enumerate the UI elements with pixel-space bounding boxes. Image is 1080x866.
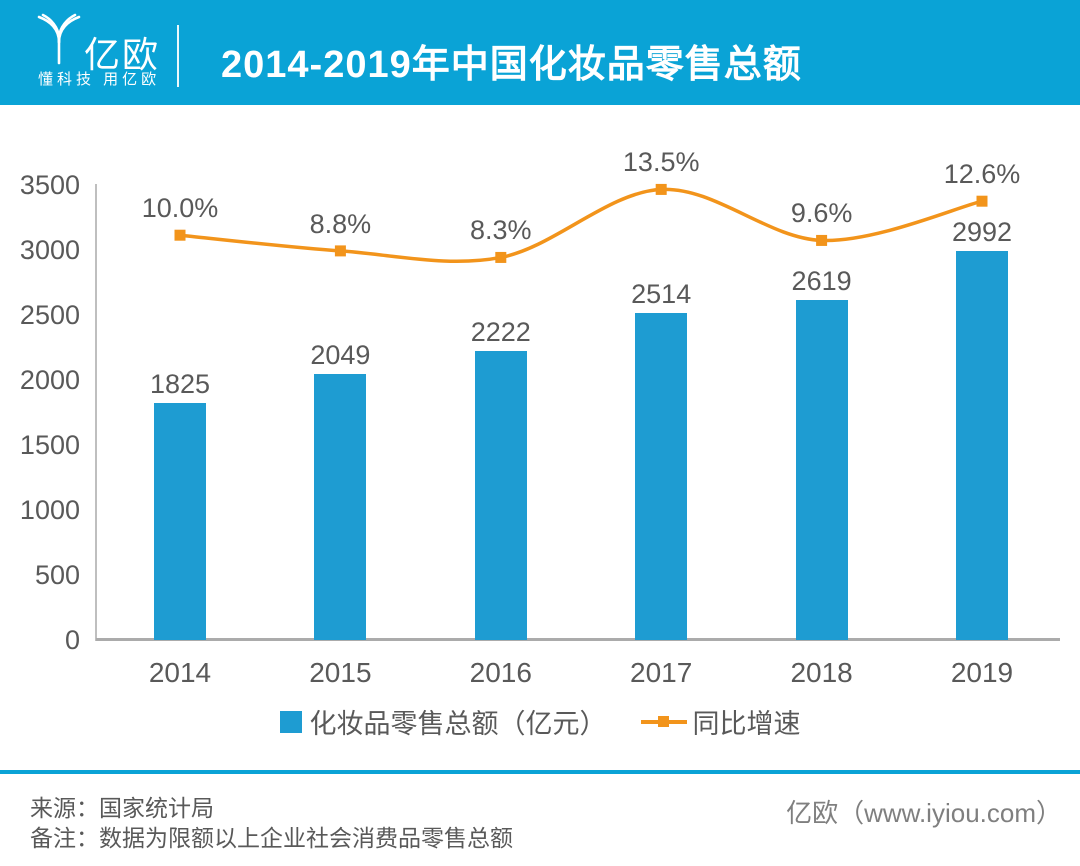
bar-2016 — [474, 351, 527, 640]
y-tick-label: 2000 — [19, 365, 80, 395]
logo-tagline: 懂科技 用亿欧 — [38, 71, 161, 88]
bar-2019 — [956, 251, 1008, 640]
legend-item-bar: 化妆品零售总额（亿元） — [279, 702, 607, 741]
growth-marker — [334, 245, 346, 257]
growth-value-label: 9.6% — [790, 198, 853, 229]
legend-item-line: 同比增速 — [640, 702, 801, 741]
growth-marker — [495, 251, 507, 263]
growth-marker — [655, 183, 667, 195]
footer-note-text: 备注：数据为限额以上企业社会消费品零售总额 — [30, 825, 513, 851]
bar-value-label: 2992 — [951, 217, 1013, 248]
chart-title: 2014-2019年中国化妆品零售总额 — [221, 44, 802, 86]
growth-value-label: 8.3% — [470, 215, 532, 246]
growth-value-label: 13.5% — [622, 147, 700, 178]
bar-value-label: 2514 — [631, 279, 692, 310]
line-series-marker-icon — [640, 711, 687, 733]
bar-value-label: 2619 — [791, 265, 852, 296]
y-tick-label: 1000 — [19, 495, 80, 525]
logo-wordmark: 亿欧 — [84, 34, 161, 75]
bar-2014 — [154, 402, 206, 640]
bar-value-label: 2222 — [470, 317, 531, 348]
y-tick-label: 0 — [64, 625, 80, 655]
legend-bar-label: 化妆品零售总额（亿元） — [309, 709, 607, 739]
bar-2018 — [795, 299, 848, 640]
y-tick-label: 3000 — [19, 235, 80, 265]
growth-value-label: 8.8% — [309, 208, 372, 239]
iyiou-logo-icon — [37, 13, 81, 65]
growth-value-label: 12.6% — [943, 159, 1021, 190]
bar-value-label: 1825 — [149, 368, 211, 399]
y-tick-label: 1500 — [19, 430, 80, 460]
y-tick-label: 2500 — [19, 300, 80, 330]
x-axis-line — [96, 638, 1060, 641]
bar-2017 — [635, 313, 688, 640]
y-axis-line — [95, 184, 97, 641]
growth-value-label: 10.0% — [141, 193, 219, 224]
legend: 化妆品零售总额（亿元） 同比增速 — [0, 702, 1080, 741]
bar-series-swatch-icon — [279, 710, 302, 733]
legend-line-label: 同比增速 — [692, 709, 801, 739]
x-tick-label: 2014 — [148, 657, 212, 688]
y-tick-label: 500 — [34, 560, 80, 590]
x-tick-label: 2015 — [309, 657, 372, 688]
x-tick-label: 2017 — [630, 657, 693, 688]
growth-marker — [816, 234, 828, 246]
header-bar: 亿欧 懂科技 用亿欧 2014-2019年中国化妆品零售总额 — [0, 0, 1080, 105]
growth-marker — [976, 195, 988, 207]
x-tick-label: 2019 — [950, 657, 1014, 688]
footer-brand-text: 亿欧（www.iyiou.com） — [786, 798, 1062, 828]
bar-2015 — [314, 373, 367, 640]
footer-divider-rule — [0, 770, 1080, 774]
growth-marker — [174, 229, 186, 241]
header-divider — [177, 25, 179, 87]
y-tick-label: 3500 — [19, 170, 80, 200]
x-tick-label: 2018 — [790, 657, 853, 688]
footer-source-text: 来源：国家统计局 — [30, 795, 214, 821]
bar-value-label: 2049 — [310, 339, 371, 370]
x-tick-label: 2016 — [469, 657, 532, 688]
